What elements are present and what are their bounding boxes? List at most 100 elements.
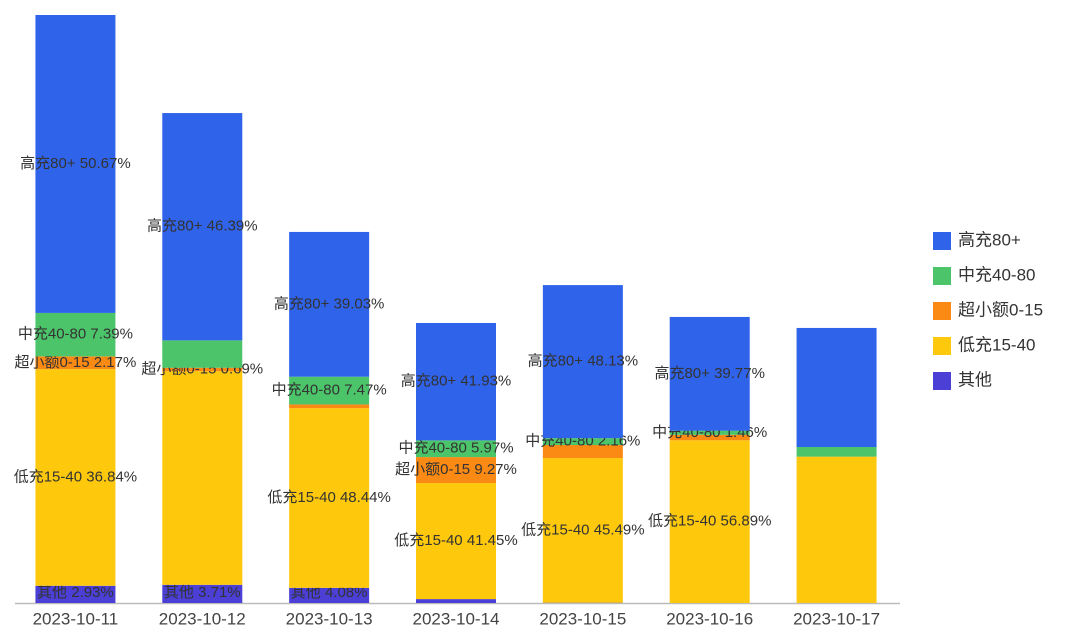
bar-segment	[162, 584, 243, 603]
data-label-name: 其他	[164, 584, 194, 601]
data-label: 高充80+ 50.67%	[20, 155, 131, 172]
bar-segment	[162, 367, 243, 372]
bar-segment	[162, 371, 243, 585]
x-tick-label: 2023-10-15	[539, 609, 626, 628]
data-label-name: 低充15-40	[648, 513, 716, 530]
data-label-value: 56.89%	[721, 513, 772, 530]
x-tick-label: 2023-10-17	[793, 609, 880, 628]
legend-swatch	[933, 302, 951, 320]
data-label: 高充80+ 39.03%	[274, 295, 385, 312]
bar-segment	[289, 587, 370, 603]
bar-segment	[162, 113, 243, 341]
data-label-value: 39.77%	[714, 365, 765, 382]
data-label: 高充80+ 39.77%	[654, 365, 765, 382]
x-tick-label: 2023-10-13	[286, 609, 373, 628]
data-label-value: 46.39%	[207, 218, 258, 235]
bar-segment	[162, 340, 243, 368]
bar-segment	[416, 599, 496, 603]
data-label-value: 9.27%	[474, 461, 517, 478]
data-label: 其他 3.71%	[164, 584, 241, 601]
data-label: 低充15-40 41.45%	[394, 532, 517, 549]
data-label-name: 中充40-80	[18, 326, 86, 343]
legend-label: 低充15-40	[958, 335, 1035, 354]
bar-segment	[35, 356, 116, 370]
bar-segment	[669, 440, 750, 603]
legend-label: 中充40-80	[958, 265, 1035, 284]
bar-segment	[669, 434, 750, 441]
data-label-value: 5.97%	[471, 440, 514, 457]
legend-swatch	[933, 337, 951, 355]
data-label: 其他 4.08%	[291, 584, 368, 601]
data-label-value: 2.93%	[71, 584, 114, 601]
data-label: 超小额0-15 2.17%	[15, 354, 137, 371]
bar-segment	[542, 445, 623, 459]
x-tick-label: 2023-10-14	[413, 609, 500, 628]
legend-label: 高充80+	[958, 230, 1021, 249]
data-label-value: 50.67%	[80, 155, 131, 172]
data-label-name: 低充15-40	[14, 468, 82, 485]
data-label: 中充40-80 5.97%	[398, 440, 513, 457]
bar-segment	[35, 585, 116, 603]
data-label-name: 高充80+	[274, 295, 330, 312]
bar-segment	[416, 457, 496, 484]
data-label-value: 7.39%	[90, 326, 133, 343]
legend-swatch	[933, 232, 951, 250]
data-label-value: 4.08%	[325, 584, 368, 601]
bar-segment	[542, 285, 623, 439]
data-label-name: 中充40-80	[272, 382, 340, 399]
x-tick-label: 2023-10-16	[666, 609, 753, 628]
data-label-value: 48.44%	[340, 489, 391, 506]
data-label-value: 3.71%	[198, 584, 241, 601]
bar-segment	[796, 456, 877, 603]
data-label: 低充15-40 56.89%	[648, 513, 771, 530]
data-label-value: 36.84%	[86, 468, 137, 485]
data-label-value: 45.49%	[594, 521, 645, 538]
bar-segment	[289, 408, 370, 588]
bar-segment	[669, 430, 750, 435]
data-label-name: 高充80+	[654, 365, 710, 382]
data-label: 中充40-80 7.39%	[18, 326, 133, 343]
data-label: 中充40-80 7.47%	[272, 382, 387, 399]
bar-segment	[796, 327, 877, 448]
bar-segment	[35, 312, 116, 357]
data-label-value: 41.45%	[467, 532, 518, 549]
bar-segment	[416, 440, 496, 458]
bar-segment	[35, 369, 116, 586]
data-label-value: 2.17%	[94, 354, 137, 371]
data-label: 高充80+ 48.13%	[528, 353, 639, 370]
bar-segment	[542, 458, 623, 603]
legend-label: 超小额0-15	[958, 300, 1043, 319]
bar-segment	[289, 376, 370, 405]
data-label-name: 中充40-80	[398, 440, 466, 457]
data-label-name: 高充80+	[528, 353, 584, 370]
data-label: 低充15-40 48.44%	[267, 489, 390, 506]
bar-segment	[416, 483, 496, 600]
data-label: 高充80+ 41.93%	[401, 373, 512, 390]
data-label: 其他 2.93%	[37, 584, 114, 601]
data-label-name: 高充80+	[401, 373, 457, 390]
bar-segment	[35, 15, 116, 313]
bar-segment	[542, 438, 623, 446]
legend-swatch	[933, 372, 951, 390]
data-label: 低充15-40 45.49%	[521, 521, 644, 538]
data-label-value: 39.03%	[334, 295, 385, 312]
data-label-value: 41.93%	[460, 373, 511, 390]
bar-segment	[416, 322, 496, 441]
data-label-value: 48.13%	[587, 353, 638, 370]
legend-label: 其他	[958, 370, 992, 389]
bar-segment	[289, 231, 370, 377]
data-label: 超小额0-15 9.27%	[395, 461, 517, 478]
data-label-name: 其他	[37, 584, 67, 601]
data-label-name: 超小额0-15	[395, 461, 470, 478]
x-tick-label: 2023-10-12	[159, 609, 246, 628]
data-label-name: 低充15-40	[521, 521, 589, 538]
data-label-value: 7.47%	[344, 382, 387, 399]
data-label-name: 高充80+	[147, 218, 203, 235]
x-tick-label: 2023-10-11	[33, 609, 119, 628]
bar-segment	[289, 404, 370, 409]
data-label-name: 低充15-40	[394, 532, 462, 549]
data-label: 高充80+ 46.39%	[147, 218, 257, 235]
data-label-name: 超小额0-15	[15, 354, 90, 371]
bar-segment	[796, 447, 877, 457]
